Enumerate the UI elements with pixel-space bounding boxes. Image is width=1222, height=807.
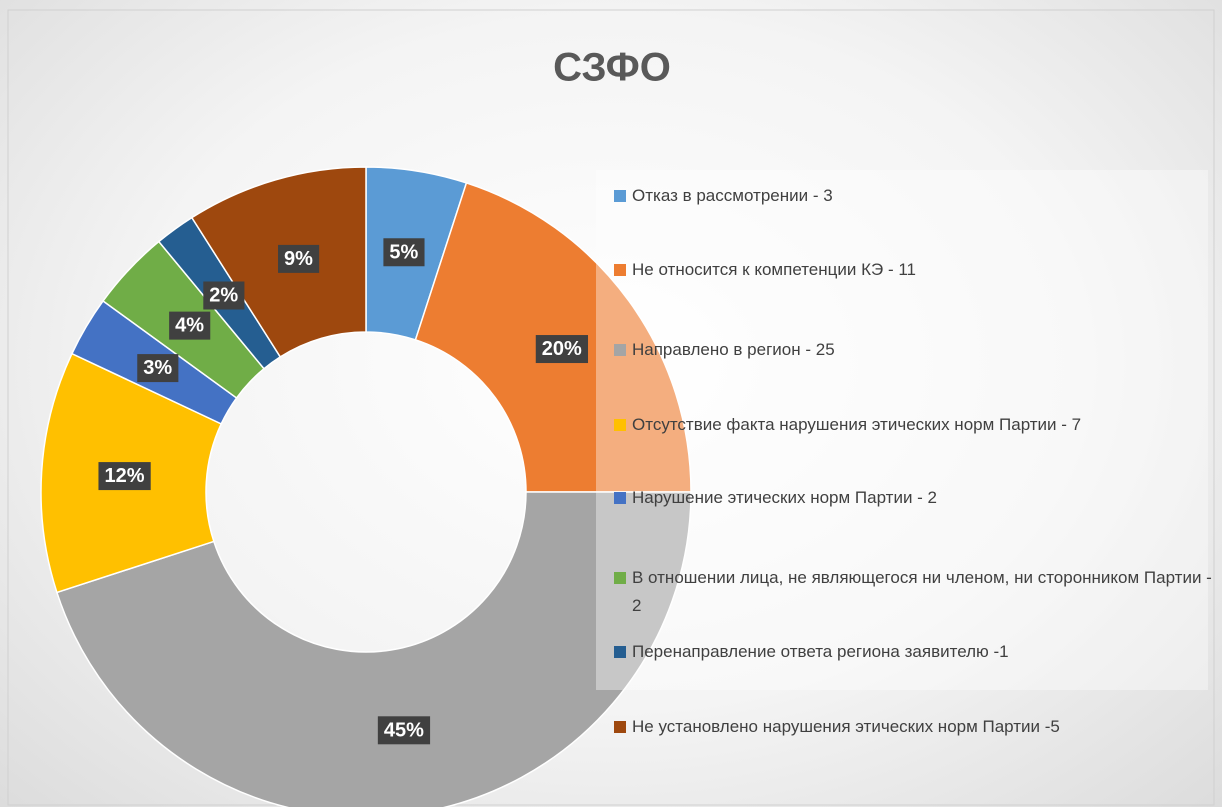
data-label-box [137,354,179,383]
data-label: 12% [98,462,151,491]
data-label-text: 12% [104,465,144,487]
legend-label: Отсутствие факта нарушения этических нор… [632,415,1082,434]
legend-label: Нарушение этических норм Партии - 2 [632,488,938,507]
legend-swatch [614,190,626,202]
legend-swatch [614,344,626,356]
legend-swatch [614,419,626,431]
legend-item: Направлено в регион - 25 [614,336,1214,364]
data-label: 3% [137,354,179,383]
data-label: 5% [383,238,425,267]
legend-item: Нарушение этических норм Партии - 2 [614,484,1214,512]
legend-item: Не относится к компетенции КЭ - 11 [614,256,1214,284]
legend-item: Отказ в рассмотрении - 3 [614,182,1214,210]
data-label-text: 2% [209,284,238,306]
data-label-box [383,238,425,267]
data-label-text: 4% [175,315,204,337]
chart-title: СЗФО [553,46,671,90]
legend-label: Перенаправление ответа региона заявителю… [632,642,1009,661]
data-label-text: 45% [384,719,424,741]
data-label-box [169,311,211,340]
data-label-box [203,281,245,310]
data-label: 20% [535,335,589,364]
data-label: 2% [203,281,245,310]
chart-border [7,9,1215,806]
legend-box [596,170,1208,690]
legend-swatch [614,646,626,658]
legend-swatch [614,264,626,276]
data-label-box [98,462,151,491]
data-label: 4% [169,311,211,340]
legend-item: В отношении лица, не являющегося ни член… [614,564,1214,620]
legend-label: Не относится к компетенции КЭ - 11 [632,260,916,279]
data-label: 45% [377,716,431,745]
data-label-text: 9% [284,248,313,270]
legend-item: Перенаправление ответа региона заявителю… [614,638,1214,666]
legend-label: Отказ в рассмотрении - 3 [632,186,833,205]
legend-label: Направлено в регион - 25 [632,340,835,359]
data-label-text: 5% [389,241,418,263]
legend-item: Не установлено нарушения этических норм … [614,713,1214,741]
data-label-box [377,716,431,745]
legend-label: Не установлено нарушения этических норм … [632,717,1060,736]
legend-label: В отношении лица, не являющегося ни член… [632,568,1212,615]
data-label-text: 20% [542,338,582,360]
data-label-text: 3% [143,357,172,379]
donut-slice [55,491,692,807]
legend-swatch [614,492,626,504]
data-label-box [278,244,320,273]
legend-item: Отсутствие факта нарушения этических нор… [614,411,1214,439]
data-label: 9% [278,244,320,273]
legend-swatch [614,721,626,733]
data-label-box [535,335,589,364]
legend-swatch [614,572,626,584]
